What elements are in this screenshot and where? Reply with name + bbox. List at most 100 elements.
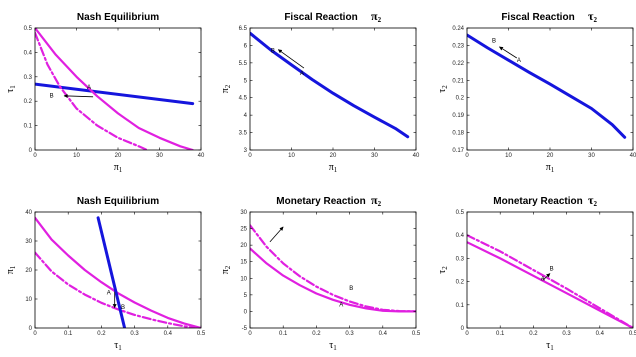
x-tick-label: 0.2 — [97, 331, 106, 337]
y-tick-label: 0.21 — [452, 78, 464, 84]
x-tick-label: 0.1 — [496, 331, 505, 337]
point-label-a: A — [300, 71, 304, 77]
subplot-2: 0 10 20 30 40 3 3.5 4 4.5 5 5.5 6 6.5 Fiscal Reaction… — [220, 9, 420, 174]
subplot-1: 0 10 20 30 40 0 0.1 0.2 0.3 0.4 0.5 Nash Equilibriu… — [5, 12, 205, 174]
x-tick-label: 0.4 — [164, 331, 173, 337]
annotation-arrow — [269, 226, 284, 243]
x-tick-label: 10 — [73, 153, 80, 159]
x-tick-label: 30 — [371, 153, 378, 159]
x-tick-label: 0.4 — [379, 331, 388, 337]
y-tick-label: 0.5 — [24, 26, 33, 32]
x-tick-label: 0 — [248, 331, 252, 337]
subplot-3: 0 10 20 30 40 0.17 0.18 0.19 0.2 0.21 0.22 0.23 0.24… — [437, 9, 636, 174]
series-line-1 — [467, 33, 627, 139]
series-line-2 — [250, 224, 416, 313]
y-tick-label: 6 — [244, 43, 248, 49]
y-tick-label: 0.2 — [456, 280, 465, 286]
plot-frame — [466, 211, 634, 329]
y-tick-label: 30 — [240, 210, 247, 216]
point-label-b: B — [121, 305, 125, 311]
y-tick-label: 0.3 — [24, 75, 33, 81]
plot-frame — [249, 211, 417, 329]
annotation-arrow — [542, 273, 551, 281]
y-tick-label: -5 — [242, 326, 248, 332]
x-tick-label: 0 — [465, 153, 469, 159]
chart-title: Fiscal Reaction — [501, 12, 574, 23]
y-tick-label: 0 — [461, 326, 465, 332]
y-tick-label: 10 — [240, 276, 247, 282]
x-tick-label: 0 — [248, 153, 252, 159]
y-tick-label: 3 — [244, 148, 248, 154]
y-tick-label: 5.5 — [239, 61, 248, 67]
y-tick-label: 6.5 — [239, 26, 248, 32]
y-tick-label: 0.5 — [456, 210, 465, 216]
x-tick-label: 0.4 — [596, 331, 605, 337]
y-axis-label: τ2 — [437, 266, 449, 274]
x-tick-label: 0.3 — [345, 331, 354, 337]
annotation-arrow — [277, 49, 305, 69]
y-tick-label: 0.17 — [452, 148, 464, 154]
point-label-b: B — [550, 266, 554, 272]
y-tick-label: 30 — [25, 239, 32, 245]
x-tick-label: 0 — [33, 153, 37, 159]
y-axis-label: π1 — [5, 265, 17, 274]
plot-frame — [34, 211, 202, 329]
x-tick-label: 10 — [505, 153, 512, 159]
series-line-1 — [250, 247, 416, 313]
y-tick-label: 0.18 — [452, 131, 464, 137]
x-tick-label: 40 — [413, 153, 420, 159]
chart-title: Monetary Reaction — [493, 196, 582, 207]
y-axis-label: π2 — [220, 265, 232, 274]
y-tick-label: 0.2 — [24, 99, 33, 105]
x-tick-label: 20 — [547, 153, 554, 159]
x-tick-label: 0.5 — [197, 331, 206, 337]
series-line-1 — [35, 82, 195, 106]
y-tick-label: 20 — [25, 268, 32, 274]
x-tick-label: 0.1 — [64, 331, 73, 337]
x-tick-label: 40 — [198, 153, 205, 159]
y-tick-label: 10 — [25, 297, 32, 303]
series-line-1 — [250, 31, 410, 139]
x-tick-label: 0.3 — [130, 331, 139, 337]
point-label-b: B — [492, 38, 496, 44]
y-axis-label: τ1 — [5, 85, 17, 93]
y-tick-label: 0.1 — [456, 303, 465, 309]
x-axis-label: π1 — [114, 162, 123, 174]
point-label-a: A — [517, 58, 521, 64]
x-tick-label: 0.3 — [562, 331, 571, 337]
point-label-b: B — [271, 48, 275, 54]
y-tick-label: 0.3 — [456, 256, 465, 262]
y-tick-label: 15 — [240, 260, 247, 266]
y-tick-label: 4.5 — [239, 96, 248, 102]
x-tick-label: 20 — [115, 153, 122, 159]
x-tick-label: 0.2 — [529, 331, 538, 337]
y-tick-label: 0.19 — [452, 113, 464, 119]
series-line-1 — [467, 241, 633, 328]
x-tick-label: 40 — [630, 153, 636, 159]
x-tick-label: 30 — [156, 153, 163, 159]
x-tick-label: 0 — [465, 331, 469, 337]
series-line-2 — [35, 28, 194, 150]
x-tick-label: 0.5 — [629, 331, 636, 337]
chart-title: Fiscal Reaction — [284, 12, 357, 23]
chart-title-symbol: τ2 — [588, 193, 598, 208]
y-axis-label: π2 — [220, 84, 232, 93]
y-tick-label: 0 — [244, 309, 248, 315]
point-label-b: B — [50, 94, 54, 100]
plot-frame — [466, 27, 634, 151]
plot-frame — [249, 27, 417, 151]
series-line-1 — [35, 216, 201, 328]
series-line-2 — [35, 251, 196, 328]
y-tick-label: 0.4 — [24, 50, 33, 56]
y-tick-label: 0.24 — [452, 26, 464, 32]
chart-title-symbol: π2 — [371, 9, 382, 24]
point-label-a: A — [339, 302, 343, 308]
chart-title-symbol: π2 — [371, 193, 382, 208]
chart-title-symbol: τ2 — [588, 9, 598, 24]
x-axis-label: τ1 — [114, 340, 122, 352]
y-tick-label: 0.22 — [452, 61, 464, 67]
annotation-arrow — [63, 93, 94, 98]
chart-title: Nash Equilibrium — [77, 196, 159, 207]
y-tick-label: 0 — [29, 326, 33, 332]
